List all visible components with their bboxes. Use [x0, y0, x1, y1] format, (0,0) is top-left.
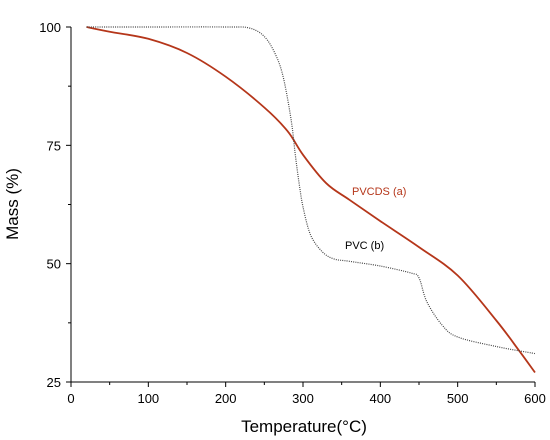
x-tick-label: 300 [292, 391, 314, 406]
x-tick-label: 500 [447, 391, 469, 406]
x-axis-title: Temperature(°C) [241, 417, 367, 436]
series-label: PVC (b) [345, 240, 384, 252]
x-tick-label: 0 [67, 391, 74, 406]
y-tick-label: 75 [47, 138, 61, 153]
x-tick-label: 200 [215, 391, 237, 406]
x-tick-label: 600 [524, 391, 546, 406]
axes: 0 100 200 300 400 500 600 25 50 75 100 [39, 20, 546, 406]
x-tick-label: 400 [369, 391, 391, 406]
pvc-curve [86, 26, 536, 355]
y-tick-label: 25 [47, 375, 61, 390]
plot-area: PVCDS (a) PVC (b) [86, 26, 536, 374]
x-tick-label: 100 [137, 391, 159, 406]
y-tick-label: 50 [47, 257, 61, 272]
y-axis-title: Mass (%) [3, 168, 22, 240]
pvcds-curve [86, 26, 536, 374]
y-tick-label: 100 [39, 20, 61, 35]
series-label: PVCDS (a) [352, 186, 406, 198]
